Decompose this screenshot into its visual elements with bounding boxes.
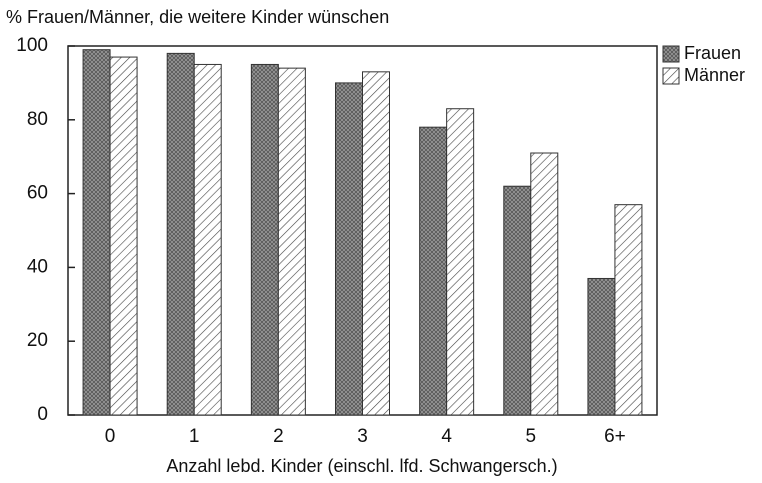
x-tick-label: 6+ (604, 426, 626, 447)
bar (446, 108, 475, 416)
bar (277, 67, 306, 416)
x-axis-label: Anzahl lebd. Kinder (einschl. lfd. Schwa… (166, 456, 557, 476)
bar (82, 49, 111, 416)
legend-label: Frauen (684, 43, 741, 63)
y-tick-label: 80 (27, 109, 48, 130)
bar (419, 126, 448, 416)
legend-swatch (662, 67, 680, 85)
bar (335, 82, 363, 416)
bar (166, 52, 195, 416)
chart-title: % Frauen/Männer, die weitere Kinder wüns… (6, 7, 389, 27)
bar (362, 71, 390, 416)
x-tick-label: 5 (525, 426, 536, 447)
x-tick-label: 2 (273, 426, 284, 447)
bar (530, 152, 559, 416)
legend-swatch (662, 45, 680, 63)
x-tick-label: 3 (357, 426, 368, 447)
x-tick-label: 1 (189, 426, 200, 447)
bar (193, 63, 222, 416)
legend-label: Männer (684, 65, 745, 85)
y-tick-label: 40 (27, 256, 48, 277)
y-tick-label: 60 (27, 183, 48, 204)
x-tick-label: 0 (105, 426, 116, 447)
bar (503, 185, 532, 416)
bar (109, 56, 138, 416)
y-tick-label: 20 (27, 330, 48, 351)
x-tick-label: 4 (441, 426, 452, 447)
y-tick-label: 0 (37, 404, 48, 425)
bar (587, 277, 616, 416)
bar (250, 63, 279, 416)
bar (614, 204, 643, 416)
y-tick-label: 100 (16, 35, 48, 56)
